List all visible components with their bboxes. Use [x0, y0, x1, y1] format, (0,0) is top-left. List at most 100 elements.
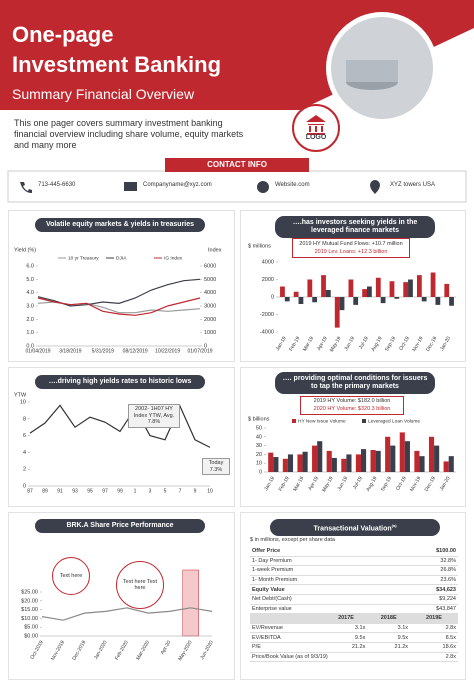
y-tick-label: 8 — [23, 416, 26, 422]
subtitle: Summary Financial Overview — [12, 86, 195, 102]
y-axis-label: $ millions — [248, 243, 271, 249]
address: XYZ towers USA — [390, 182, 436, 188]
y-tick-label: 4000 — [262, 259, 274, 265]
table-row: Net Debt/(Cash) $9,224 — [250, 594, 458, 605]
phone-icon — [20, 182, 32, 193]
x-tick-label: 10/22/2019 — [155, 348, 180, 354]
table-cell: Enterprise value — [250, 604, 411, 615]
phone: 713-445-6630 — [38, 182, 76, 188]
bar — [419, 456, 425, 472]
x-tick-label: 95 — [87, 488, 93, 494]
line — [37, 297, 201, 316]
table-row: 2017E 2018E 2019E — [250, 613, 458, 624]
email: Companyname@xyz.com — [143, 182, 212, 188]
bar — [443, 461, 449, 472]
y-tick-label: 50 — [256, 425, 262, 431]
table-cell: 9.5x — [367, 632, 411, 643]
legend-label: DJIA — [116, 255, 127, 261]
bar — [414, 450, 420, 472]
table-cell: 8.5x — [410, 632, 458, 643]
bar — [430, 272, 436, 297]
table-cell: 2019E — [410, 613, 458, 624]
bar — [408, 279, 413, 297]
bar — [361, 449, 367, 472]
bar — [355, 454, 361, 472]
bar — [421, 297, 427, 302]
bar — [326, 450, 332, 472]
x-tick-label: 93 — [72, 488, 78, 494]
y-tick-label: 6.0 — [26, 263, 34, 269]
bar — [331, 457, 337, 472]
x-tick-label: 99 — [117, 488, 123, 494]
bar — [375, 450, 381, 472]
table-cell: $100.00 — [410, 547, 458, 557]
table-cell: 3.1x — [367, 623, 411, 634]
x-tick-label: 5/31/2019 — [92, 348, 114, 354]
panel — [240, 367, 466, 507]
x-tick-label: 1 — [134, 488, 137, 494]
table-cell: 9.5x — [324, 632, 368, 643]
title-line: Investment Banking — [12, 52, 222, 77]
y-tick-label: 0 — [271, 294, 274, 300]
y-tick-label: 40 — [256, 434, 262, 440]
y-tick-label: $15.00 — [21, 607, 38, 613]
panel — [8, 367, 235, 507]
bar — [317, 441, 323, 472]
valuation-title: Transactional Valuation — [313, 525, 392, 533]
table-cell: Equity Value — [250, 584, 411, 595]
bar — [348, 279, 354, 297]
bar — [268, 452, 274, 472]
bar — [312, 297, 318, 303]
bar — [403, 282, 409, 297]
bar — [321, 275, 326, 297]
table-row: 1- Day Premium 32.8% — [250, 556, 458, 567]
intro: This one pager covers summary investment… — [14, 118, 244, 150]
bar — [448, 456, 454, 472]
panel-heading: Volatile equity markets & yields in trea… — [35, 218, 205, 232]
bar — [362, 289, 367, 297]
table-cell: 3.1x — [324, 623, 368, 634]
bar — [353, 297, 359, 305]
annotation: Text here — [52, 557, 90, 595]
y-tick-label: 0 — [259, 469, 262, 475]
x-tick-label: 97 — [102, 488, 108, 494]
bar — [297, 454, 303, 472]
y-axis-label: YTW — [14, 392, 27, 398]
panel-heading: Transactional Valuation(a) — [270, 519, 440, 537]
y-tick-label: -4000 — [260, 329, 274, 335]
legend-swatch — [292, 419, 296, 423]
table-cell: 2017E — [324, 613, 368, 624]
x-tick-label: 87 — [27, 488, 33, 494]
y-tick-label: 5.0 — [26, 277, 34, 283]
annotation: 2019 HY Mutual Fund Flows: +10.7 million — [299, 241, 403, 247]
bar — [339, 297, 345, 311]
contact-title: CONTACT INFO — [165, 158, 309, 172]
table-cell — [250, 613, 325, 624]
table-cell: $43,847 — [410, 604, 458, 615]
table-cell: EV/EBITDA — [250, 632, 325, 643]
y-tick-label: 0 — [204, 343, 207, 349]
table-cell: EV/Revenue — [250, 623, 325, 634]
valuation-note: $ in millions, except per share data — [250, 537, 335, 543]
x-tick-label: 3/18/2019 — [59, 348, 81, 354]
x-tick-label: 9 — [194, 488, 197, 494]
bar — [380, 297, 386, 304]
bar — [346, 454, 352, 472]
y-tick-label: 0 — [23, 483, 26, 489]
annotation: 2019 HY Volume: $182.0 billion — [313, 398, 391, 404]
table-row: Equity Value $34,623 — [250, 584, 458, 595]
table-cell: Offer Price — [250, 547, 411, 557]
bar — [416, 275, 422, 297]
legend-label: IG Index — [164, 255, 183, 261]
table-row: EV/Revenue 3.1x 3.1x 2.8x — [250, 623, 458, 634]
panel — [240, 512, 466, 680]
table-cell: 1-week Premium — [250, 565, 411, 576]
bar — [370, 450, 376, 472]
annotation-box — [292, 238, 410, 258]
y-tick-label: 5000 — [204, 277, 216, 283]
legend-label: 10 yr Treasury — [68, 255, 99, 261]
y-tick-label: 10 — [20, 399, 26, 405]
bar — [444, 283, 450, 297]
bar — [404, 441, 410, 472]
